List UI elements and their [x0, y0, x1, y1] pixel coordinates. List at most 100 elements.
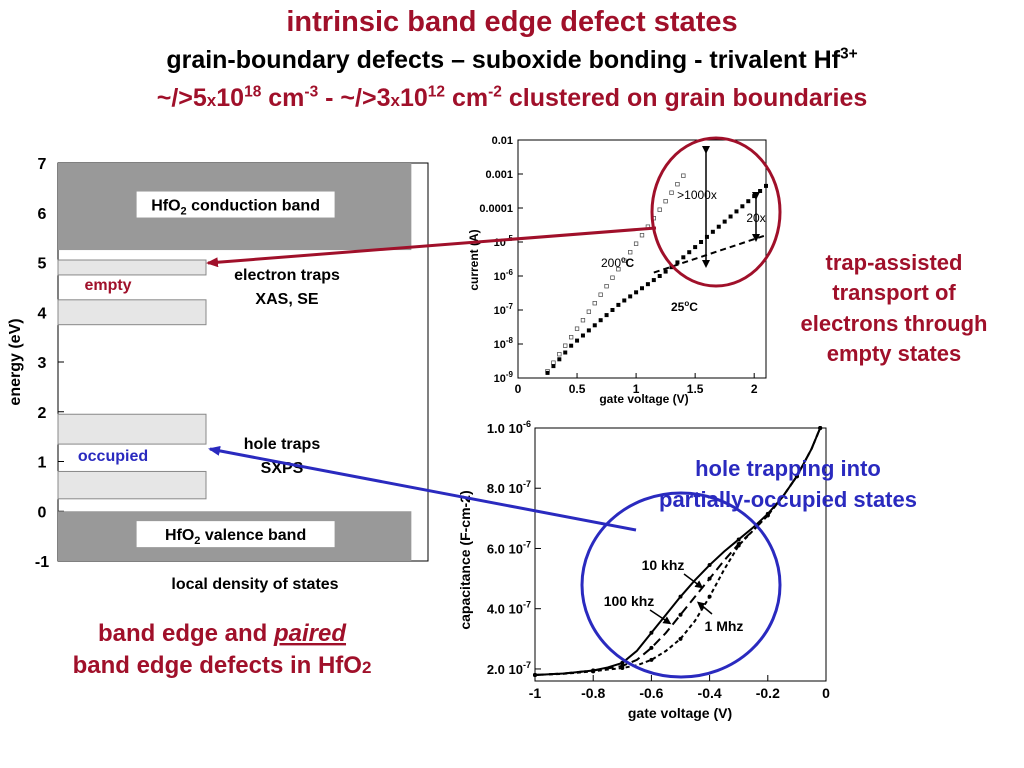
iv-point-200c [610, 275, 615, 280]
cv-data-point [736, 543, 741, 548]
iv-x-tick-label: 0 [515, 382, 522, 396]
iv-point-200c [568, 335, 574, 340]
density-part: cm [261, 84, 305, 112]
cv-y-tick-exponent: -7 [523, 479, 531, 489]
cv-y-tick-mantissa: 8.0 10 [487, 481, 523, 496]
band-label-subscript: 2 [194, 535, 200, 547]
iv-point-200c [681, 173, 686, 178]
iv-series-200c-label: 200oC [601, 255, 634, 270]
iv-y-axis-label: current (A) [467, 229, 481, 290]
band-x-axis-label: local density of states [171, 576, 338, 593]
iv-point-200c [557, 352, 562, 357]
density-part: 10 [216, 84, 245, 112]
iv-y-tick-exponent: -6 [506, 268, 514, 277]
cv-series-10khz-label: 10 khz [642, 557, 685, 573]
cv-data-point [649, 657, 654, 662]
cv-x-axis-label: gate voltage (V) [628, 705, 732, 721]
cv-series-lines [533, 426, 823, 677]
cv-y-tick-label: 4.0 10-7 [487, 600, 531, 617]
cv-1mhz-pointer [696, 601, 713, 615]
cv-y-tick-mantissa: 6.0 10 [487, 541, 523, 556]
iv-y-tick-base: 10 [494, 305, 506, 317]
band-y-tick-label: 6 [38, 206, 47, 223]
current-voltage-chart: 00.511.520.010.0010.000110-510-610-710-8… [467, 135, 782, 406]
density-exponent: 12 [427, 83, 446, 101]
iv-point-25c [557, 357, 562, 362]
cv-x-tick-label: -0.2 [756, 685, 780, 701]
cv-data-point [678, 636, 683, 641]
band-label-part: HfO [165, 527, 194, 544]
iv-point-25c [645, 282, 650, 287]
cv-data-point [678, 594, 683, 599]
electron-traps-label: electron traps [234, 267, 340, 284]
band-y-tick-label: 4 [38, 305, 47, 322]
band-edge-callout: band edge and paired band edge defects i… [73, 620, 372, 679]
cv-y-tick-exponent: -7 [523, 660, 531, 670]
iv-point-25c [699, 240, 704, 244]
iv-point-200c [616, 267, 621, 272]
iv-point-200c [675, 182, 680, 187]
density-exponent: -2 [488, 83, 502, 101]
cv-x-tick-label: -1 [529, 685, 542, 701]
cv-y-axis-label: capacitance (F-cm-2) [457, 490, 473, 629]
iv-y-tick-exponent: -9 [506, 370, 514, 379]
cv-data-point [649, 630, 654, 635]
band-label-part: conduction band [187, 198, 320, 215]
iv-point-25c [586, 328, 591, 333]
iv-point-200c [639, 233, 645, 238]
iv-y-tick-label: 10-9 [494, 370, 514, 385]
cv-series-line [534, 427, 822, 676]
slide-subtitle: grain-boundary defects – suboxide bondin… [0, 46, 1024, 75]
callout-emphasis: paired [273, 620, 347, 647]
iv-point-25c [592, 323, 597, 328]
iv-point-25c [640, 286, 644, 291]
occupied-label: occupied [78, 448, 148, 465]
cv-x-tick-label: 0 [822, 685, 830, 701]
iv-y-tick-label: 0.001 [485, 169, 513, 181]
callout-line: empty states [827, 341, 962, 366]
temp-degree: o [684, 299, 689, 308]
iv-point-200c [633, 241, 639, 246]
cv-y-tick-label: 8.0 10-7 [487, 479, 531, 496]
temp-25-value: 25 [671, 300, 685, 314]
cv-data-point [707, 563, 712, 568]
band-rectangles: HfO2 conduction band HfO2 valence band [57, 163, 412, 561]
subtitle-text: grain-boundary defects – suboxide bondin… [166, 46, 840, 74]
iv-point-25c [628, 294, 633, 299]
callout-line: band edge and paired [98, 620, 347, 647]
iv-point-25c [616, 302, 621, 307]
cv-100khz-pointer [649, 609, 672, 625]
density-part: - ~/>3 [318, 84, 391, 112]
cv-y-tick-exponent: -7 [523, 539, 531, 549]
slide-density-line: ~/>5x1018 cm-3 - ~/>3x1012 cm-2 clustere… [0, 84, 1024, 113]
cv-data-point [707, 576, 712, 581]
cv-series-100khz-label: 100 khz [604, 593, 655, 609]
cv-data-point [818, 426, 823, 430]
valence-band-label: HfO2 valence band [165, 527, 306, 547]
cv-data-point [765, 513, 770, 518]
iv-point-25c [764, 183, 768, 188]
cv-data-point [794, 474, 799, 479]
density-exponent: 18 [244, 83, 262, 101]
trap-assisted-callout: trap-assisted transport of electrons thr… [800, 250, 987, 366]
callout-line: electrons through [800, 311, 987, 336]
cv-data-point [620, 666, 625, 671]
temp-unit: C [625, 256, 634, 270]
density-exponent: -3 [304, 83, 319, 101]
iv-point-25c [740, 204, 745, 209]
cv-data-point [620, 660, 625, 665]
iv-point-25c [657, 274, 662, 278]
hole-trapping-callout: hole trapping into partially-occupied st… [659, 456, 917, 512]
cv-series-1mhz-label: 1 Mhz [705, 618, 744, 634]
iv-y-tick-base: 10 [494, 339, 506, 351]
cv-y-tick-label: 2.0 10-7 [487, 660, 531, 677]
iv-point-200c [604, 284, 609, 289]
hole-traps-label: hole traps [244, 436, 321, 453]
band-y-axis-label: energy (eV) [7, 318, 24, 405]
density-part: clustered on grain boundaries [501, 84, 868, 112]
density-times: x [390, 91, 400, 110]
iv-point-25c [663, 269, 668, 274]
iv-y-tick-exponent: -8 [506, 336, 514, 345]
cv-y-tick-mantissa: 2.0 10 [487, 662, 523, 677]
band-y-tick-label: 0 [38, 504, 47, 521]
